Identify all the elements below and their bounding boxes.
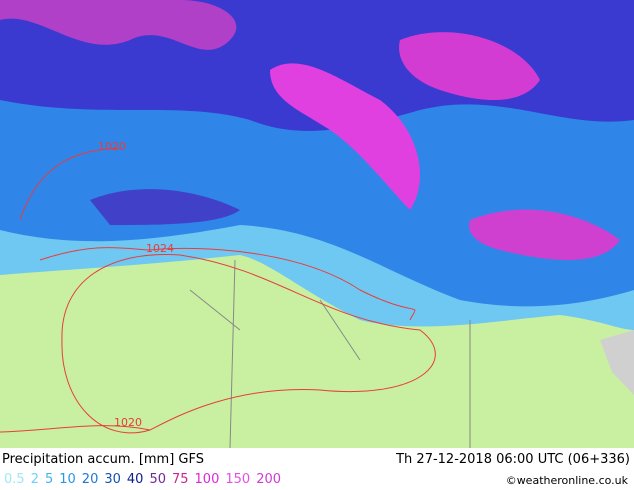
land-outside xyxy=(600,330,634,395)
legend-value: 5 xyxy=(44,472,54,487)
land xyxy=(0,255,634,448)
legend-value: 150 xyxy=(225,472,251,487)
extreme-precip xyxy=(399,32,540,101)
extreme-precip xyxy=(469,209,620,260)
legend-value: 0.5 xyxy=(4,472,25,487)
info-bar: Precipitation accum. [mm] GFS Th 27-12-2… xyxy=(0,448,634,490)
credit: ©weatheronline.co.uk xyxy=(505,474,628,487)
legend-value: 200 xyxy=(256,472,282,487)
border xyxy=(189,259,471,448)
legend-value: 75 xyxy=(171,472,189,487)
legend: 0.5 2 5 10 20 30 40 50 75 100 150 200 xyxy=(4,472,287,487)
isobar xyxy=(19,147,416,321)
title: Precipitation accum. [mm] GFS xyxy=(2,452,204,467)
legend-value: 30 xyxy=(104,472,121,487)
isobar xyxy=(61,253,436,434)
valid-time: Th 27-12-2018 06:00 UTC (06+336) xyxy=(396,452,630,467)
legend-value: 50 xyxy=(149,472,166,487)
isobar xyxy=(0,425,151,433)
isobar-label: 1020 xyxy=(98,140,126,153)
very-heavy-precip xyxy=(0,0,237,50)
extreme-precip xyxy=(270,63,420,210)
legend-value: 2 xyxy=(30,472,39,487)
isobar-label: 1020 xyxy=(114,416,142,429)
heavy-precip xyxy=(90,189,240,225)
legend-value: 40 xyxy=(126,472,144,487)
legend-value: 20 xyxy=(81,472,99,487)
legend-value: 10 xyxy=(59,472,76,487)
legend-value: 100 xyxy=(194,472,220,487)
isobar-label: 1024 xyxy=(146,242,174,255)
map: 1020 1024 1020 xyxy=(0,0,634,448)
